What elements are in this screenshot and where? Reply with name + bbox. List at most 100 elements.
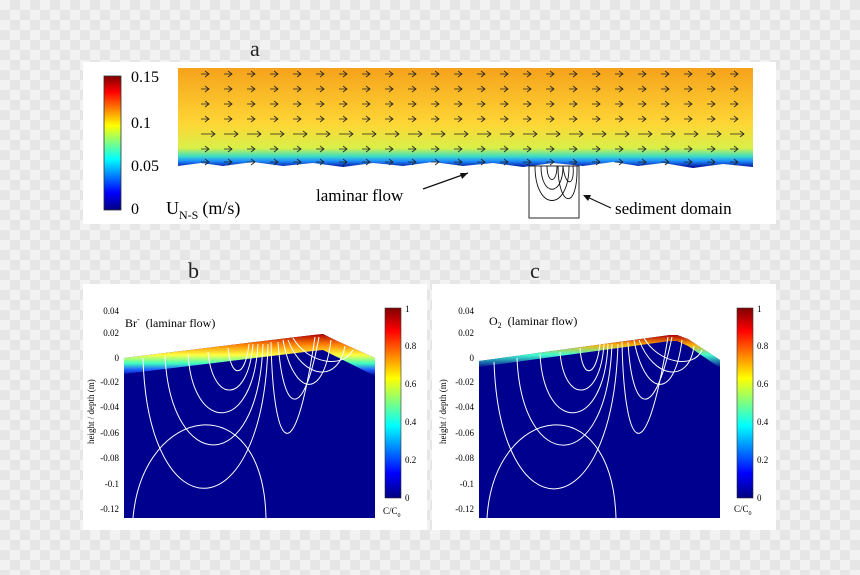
velocity-arrow: [316, 85, 325, 93]
velocity-arrow: [408, 130, 423, 138]
velocity-arrow: [661, 115, 670, 123]
cbar-b-tick-0: 1: [405, 304, 410, 314]
velocity-arrow: [431, 115, 440, 123]
velocity-arrow: [362, 158, 371, 166]
velocity-arrow: [569, 100, 578, 108]
velocity-arrow: [408, 115, 417, 123]
velocity-arrow: [684, 145, 693, 153]
velocity-arrow: [546, 145, 555, 153]
velocity-arrow: [454, 158, 463, 166]
velocity-arrow: [684, 130, 699, 138]
velocity-arrow: [707, 85, 716, 93]
velocity-arrow: [201, 115, 210, 123]
velocity-arrow: [707, 158, 716, 166]
ytick-b-0: 0.04: [103, 306, 119, 316]
cbar-c-tick-2: 0.6: [757, 379, 769, 389]
velocity-arrow: [730, 158, 739, 166]
velocity-arrow: [523, 158, 532, 166]
velocity-arrow: [523, 130, 538, 138]
velocity-arrow: [224, 70, 233, 78]
velocity-arrow: [546, 70, 555, 78]
ytick-b-2: 0: [115, 353, 120, 363]
yaxis-b: 0.04 0.02 0 -0.02 -0.04 -0.06 -0.08 -0.1…: [100, 306, 119, 514]
velocity-arrow: [592, 158, 601, 166]
cbar-a-tick-3: 0: [131, 201, 139, 218]
velocity-arrow: [293, 130, 308, 138]
velocity-arrow: [592, 115, 601, 123]
ytick-c-4: -0.04: [455, 402, 474, 412]
velocity-arrow: [477, 115, 486, 123]
velocity-arrow: [661, 130, 676, 138]
panel-b-svg: Br- (laminar flow) 0.04 0.02 0 -0.02 -0.0…: [86, 304, 417, 519]
velocity-arrow: [638, 70, 647, 78]
panel-a: 0.15 0.1 0.05 0 laminar flow sediment do…: [83, 62, 776, 224]
cbar-b-tick-5: 0: [405, 493, 410, 503]
velocity-arrow: [270, 158, 279, 166]
ytick-c-7: -0.1: [460, 479, 474, 489]
velocity-arrow: [293, 100, 302, 108]
velocity-arrow: [316, 158, 325, 166]
panel-b-title: Br- (laminar flow): [125, 315, 215, 330]
velocity-arrow: [615, 115, 624, 123]
annotation-laminar-flow: laminar flow: [316, 186, 404, 205]
velocity-arrow: [201, 130, 216, 138]
velocity-arrow: [362, 130, 377, 138]
cbar-c-tick-1: 0.8: [757, 341, 769, 351]
velocity-arrow: [592, 70, 601, 78]
cbar-a-tick-0: 0.15: [131, 69, 159, 86]
velocity-arrow: [684, 158, 693, 166]
velocity-arrow: [339, 130, 354, 138]
cbar-b-tick-2: 0.6: [405, 379, 417, 389]
velocity-arrow: [707, 145, 716, 153]
velocity-arrow: [247, 145, 256, 153]
ylabel-c: height / depth (m): [438, 379, 448, 444]
cbar-a-tick-2: 0.05: [131, 158, 159, 175]
domain-c: [479, 335, 720, 518]
velocity-arrow: [592, 100, 601, 108]
velocity-arrow: [316, 100, 325, 108]
velocity-arrow: [270, 130, 285, 138]
velocity-arrow: [569, 145, 578, 153]
cbar-a-tick-1: 0.1: [131, 115, 151, 132]
velocity-arrow: [339, 100, 348, 108]
cbar-b-tick-4: 0.2: [405, 455, 416, 465]
panel-label-c: c: [530, 258, 540, 283]
velocity-arrow: [224, 130, 239, 138]
cbar-b-tick-3: 0.4: [405, 417, 417, 427]
velocity-arrow: [454, 145, 463, 153]
velocity-arrow: [316, 130, 331, 138]
velocity-arrow: [454, 85, 463, 93]
velocity-arrow: [224, 145, 233, 153]
velocity-arrow: [569, 158, 578, 166]
velocity-arrow: [431, 85, 440, 93]
colorbar-b-ticks: 1 0.8 0.6 0.4 0.2 0: [405, 304, 417, 503]
ytick-c-0: 0.04: [458, 306, 474, 316]
velocity-arrow: [270, 115, 279, 123]
velocity-arrow: [500, 145, 509, 153]
velocity-arrow: [247, 70, 256, 78]
colorbar-c-label: C/C0: [734, 504, 752, 517]
velocity-arrow: [247, 100, 256, 108]
velocity-arrow: [546, 130, 561, 138]
yaxis-c: 0.04 0.02 0 -0.02 -0.04 -0.06 -0.08 -0.1…: [455, 306, 474, 514]
velocity-arrow: [385, 100, 394, 108]
ylabel-b: height / depth (m): [86, 379, 96, 444]
velocity-arrow: [293, 85, 302, 93]
ytick-b-7: -0.1: [105, 479, 119, 489]
sediment-domain-sketch: [528, 165, 580, 219]
velocity-arrow: [546, 100, 555, 108]
velocity-arrow: [638, 158, 647, 166]
velocity-arrow: [293, 115, 302, 123]
velocity-arrow: [546, 115, 555, 123]
velocity-arrow: [707, 70, 716, 78]
velocity-arrow: [684, 115, 693, 123]
cbar-c-tick-5: 0: [757, 493, 762, 503]
velocity-arrow: [385, 70, 394, 78]
cbar-c-tick-0: 1: [757, 304, 762, 314]
velocity-arrow: [224, 158, 233, 166]
velocity-arrow: [362, 100, 371, 108]
velocity-arrow: [615, 70, 624, 78]
cbar-b-tick-1: 0.8: [405, 341, 417, 351]
velocity-arrow: [339, 70, 348, 78]
velocity-arrow: [201, 145, 210, 153]
